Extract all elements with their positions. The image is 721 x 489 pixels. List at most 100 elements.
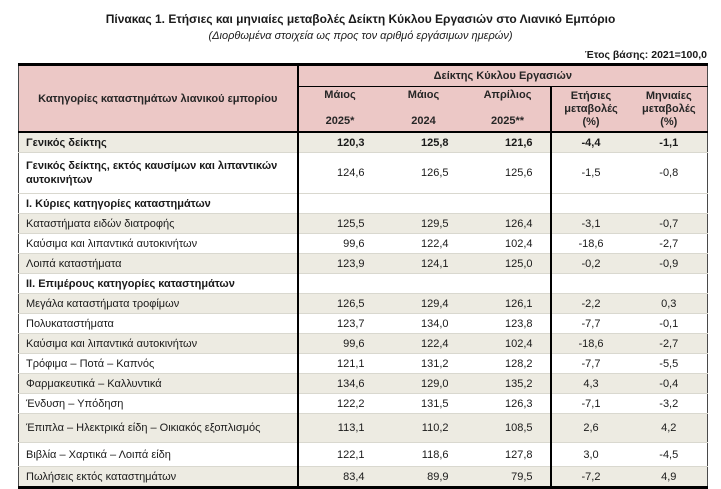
press-release-page: Πίνακας 1. Ετήσιες και μηνιαίες μεταβολέ… — [18, 12, 709, 489]
table-row: Τρόφιμα – Ποτά – Καπνός 121,1 131,2 128,… — [18, 353, 708, 374]
cell-may-2024: 131,2 — [420, 357, 449, 370]
turnover-index-table: Κατηγορίες καταστημάτων λιανικού εμπορίο… — [18, 63, 709, 489]
cell-may-2024: 126,5 — [420, 167, 449, 179]
cell-may-2025: 123,9 — [296, 253, 382, 274]
row-label: Γενικός δείκτης, εκτός καυσίμων και λιπα… — [26, 160, 278, 186]
row-label: Πολυκαταστήματα — [26, 317, 114, 330]
cell-april-2025: 102,4 — [504, 237, 533, 250]
cell-may-2024: 125,8 — [381, 132, 466, 153]
cell-may-2025: 134,6 — [296, 373, 382, 394]
cell-monthly-change — [631, 274, 708, 294]
table-row: Ένδυση – Υπόδηση 122,2 131,5 126,3 -7,1 … — [18, 393, 708, 414]
category-column-header: Κατηγορίες καταστημάτων λιανικού εμπορίο… — [18, 64, 299, 133]
cell-april-2025: 102,4 — [465, 333, 551, 354]
cell-monthly-change: -0,1 — [659, 317, 679, 330]
cell-may-2024: 129,0 — [381, 373, 466, 394]
cell-annual-change: -7,2 — [549, 466, 631, 488]
col-header-month-label: Απρίλιος — [483, 89, 532, 101]
cell-may-2025: 123,7 — [296, 313, 382, 334]
cell-may-2024 — [382, 274, 466, 294]
column-header-row: Μάιος 2025* Μάιος 2024 Απρίλιος 2025** Ετήσ… — [19, 86, 708, 133]
cell-may-2024: 89,9 — [381, 466, 466, 488]
cell-may-2024 — [382, 194, 466, 214]
col-header-may-2025: Μάιος 2025* — [297, 86, 382, 133]
cell-monthly-change: -0,4 — [630, 373, 708, 394]
index-group-header: Δείκτης Κύκλου Εργασιών — [297, 64, 708, 87]
cell-may-2024: 110,2 — [381, 413, 466, 443]
cell-monthly-change: -2,7 — [630, 333, 708, 354]
cell-annual-change: -4,4 — [549, 132, 631, 153]
col-header-annual-change-pct: Ετήσιες μεταβολές (%) — [549, 86, 631, 133]
table-row: Καύσιμα και λιπαντικά αυτοκινήτων 99,6 1… — [18, 333, 708, 354]
table-row-general-index-excl-fuel: Γενικός δείκτης, εκτός καυσίμων και λιπα… — [18, 152, 708, 194]
cell-april-2025: 126,3 — [504, 397, 533, 410]
cell-annual-change: 2,6 — [549, 413, 631, 443]
cell-april-2025: 126,1 — [465, 293, 551, 314]
row-label: Καύσιμα και λιπαντικά αυτοκινήτων — [18, 333, 298, 354]
cell-monthly-change: 4,2 — [630, 413, 708, 443]
cell-april-2025: 126,4 — [465, 213, 551, 234]
cell-may-2024: 122,4 — [420, 237, 449, 250]
col-header-monthly-change-pct: Μηνιαίες μεταβολές (%) — [630, 86, 708, 133]
cell-may-2024: 129,4 — [381, 293, 466, 314]
cell-april-2025: 121,6 — [465, 132, 551, 153]
cell-april-2025: 128,2 — [504, 357, 533, 370]
row-label: Γενικός δείκτης — [18, 132, 298, 153]
cell-annual-change: 3,0 — [549, 442, 631, 467]
row-label: Ένδυση – Υπόδηση — [26, 397, 124, 410]
cell-april-2025: 125,6 — [504, 167, 533, 179]
cell-annual-change: -7,1 — [549, 393, 631, 414]
cell-monthly-change: -5,5 — [659, 357, 679, 370]
col-header-month-label: Μάιος — [324, 89, 356, 101]
cell-may-2025: 121,1 — [296, 353, 382, 374]
cell-may-2025 — [296, 193, 382, 214]
cell-may-2025: 113,1 — [296, 413, 382, 443]
cell-monthly-change: 0,3 — [630, 293, 708, 314]
cell-may-2025: 126,5 — [296, 293, 382, 314]
cell-april-2025: 108,5 — [465, 413, 551, 443]
row-label: Πωλήσεις εκτός καταστημάτων — [18, 466, 298, 488]
row-label: Καύσιμα και λιπαντικά αυτοκινήτων — [26, 237, 198, 250]
col-header-line: (%) — [660, 116, 678, 128]
table-row: Βιβλία – Χαρτικά – Λοιπά είδη 122,1 118,… — [18, 442, 708, 467]
row-label: Λοιπά καταστήματα — [18, 253, 298, 274]
row-label: Τρόφιμα – Ποτά – Καπνός — [26, 357, 155, 370]
cell-may-2025: 99,6 — [296, 333, 382, 354]
cell-april-2025 — [466, 194, 551, 214]
cell-annual-change: -18,6 — [549, 233, 631, 254]
table-row-general-index: Γενικός δείκτης 120,3 125,8 121,6 -4,4 -… — [18, 132, 708, 153]
table-row: Καταστήματα ειδών διατροφής 125,5 129,5 … — [18, 213, 708, 234]
col-header-year-label: 2024 — [411, 115, 436, 127]
row-label: Έπιπλα – Ηλεκτρικά είδη – Οικιακός εξοπλ… — [18, 413, 298, 443]
cell-april-2025 — [466, 274, 551, 294]
cell-monthly-change: -1,1 — [630, 132, 708, 153]
row-label: Ι. Κύριες κατηγορίες καταστημάτων — [26, 197, 211, 210]
cell-may-2024: 122,4 — [381, 333, 466, 354]
cell-monthly-change: -0,7 — [630, 213, 708, 234]
cell-annual-change: -7,7 — [549, 313, 631, 334]
table-row: Λοιπά καταστήματα 123,9 124,1 125,0 -0,2… — [18, 253, 708, 274]
cell-may-2024: 131,5 — [420, 397, 449, 410]
cell-may-2025: 99,6 — [296, 233, 382, 254]
col-header-year-label: 2025* — [325, 115, 355, 127]
section-row-main-categories: Ι. Κύριες κατηγορίες καταστημάτων — [18, 193, 708, 214]
col-header-line: (%) — [582, 116, 600, 128]
section-row-sub-categories: ΙΙ. Επιμέρους κατηγορίες καταστημάτων — [18, 273, 708, 294]
cell-annual-change: -1,5 — [549, 152, 631, 194]
group-header-row: Κατηγορίες καταστημάτων λιανικού εμπορίο… — [18, 64, 708, 133]
table-row: Πολυκαταστήματα 123,7 134,0 123,8 -7,7 -… — [18, 313, 708, 334]
cell-annual-change — [549, 193, 631, 214]
row-label: Μεγάλα καταστήματα τροφίμων — [18, 293, 298, 314]
cell-may-2025: 124,6 — [296, 152, 382, 194]
cell-april-2025: 135,2 — [465, 373, 551, 394]
col-header-year-label: 2025** — [490, 115, 525, 127]
cell-annual-change: -0,2 — [549, 253, 631, 274]
col-header-line: Μηνιαίες — [645, 90, 692, 102]
cell-monthly-change: -2,7 — [659, 237, 679, 250]
cell-may-2025: 122,2 — [296, 393, 382, 414]
cell-april-2025: 79,5 — [465, 466, 551, 488]
cell-monthly-change: -3,2 — [659, 397, 679, 410]
cell-monthly-change: -4,5 — [659, 448, 679, 461]
cell-april-2025: 127,8 — [504, 448, 533, 461]
row-label: ΙΙ. Επιμέρους κατηγορίες καταστημάτων — [26, 277, 235, 290]
